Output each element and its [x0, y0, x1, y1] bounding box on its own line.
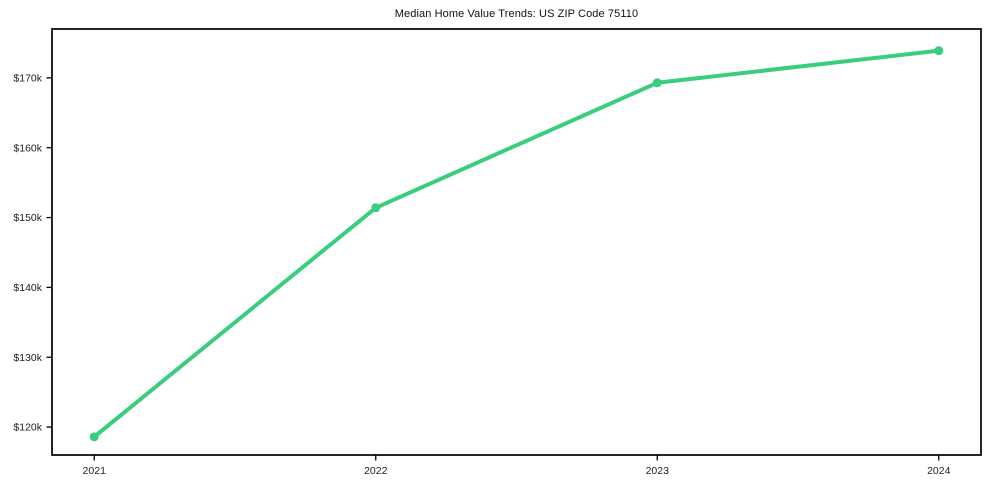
data-point-marker	[371, 203, 381, 213]
y-tick-label: $140k	[13, 282, 42, 294]
data-point-marker	[652, 78, 662, 88]
x-tick-label: 2022	[364, 465, 388, 477]
y-tick-label: $150k	[13, 212, 42, 224]
chart-title: Median Home Value Trends: US ZIP Code 75…	[394, 8, 639, 20]
y-tick-label: $120k	[13, 422, 42, 434]
x-tick-label: 2023	[646, 465, 670, 477]
plot-border	[51, 28, 982, 456]
y-tick-label: $130k	[13, 352, 42, 364]
data-point-marker	[89, 432, 99, 442]
x-tick-label: 2021	[83, 465, 107, 477]
trend-line	[92, 48, 941, 439]
y-tick-label: $160k	[13, 142, 42, 154]
y-tick-label: $170k	[13, 72, 42, 84]
x-tick-label: 2024	[927, 465, 951, 477]
data-point-marker	[934, 46, 944, 56]
